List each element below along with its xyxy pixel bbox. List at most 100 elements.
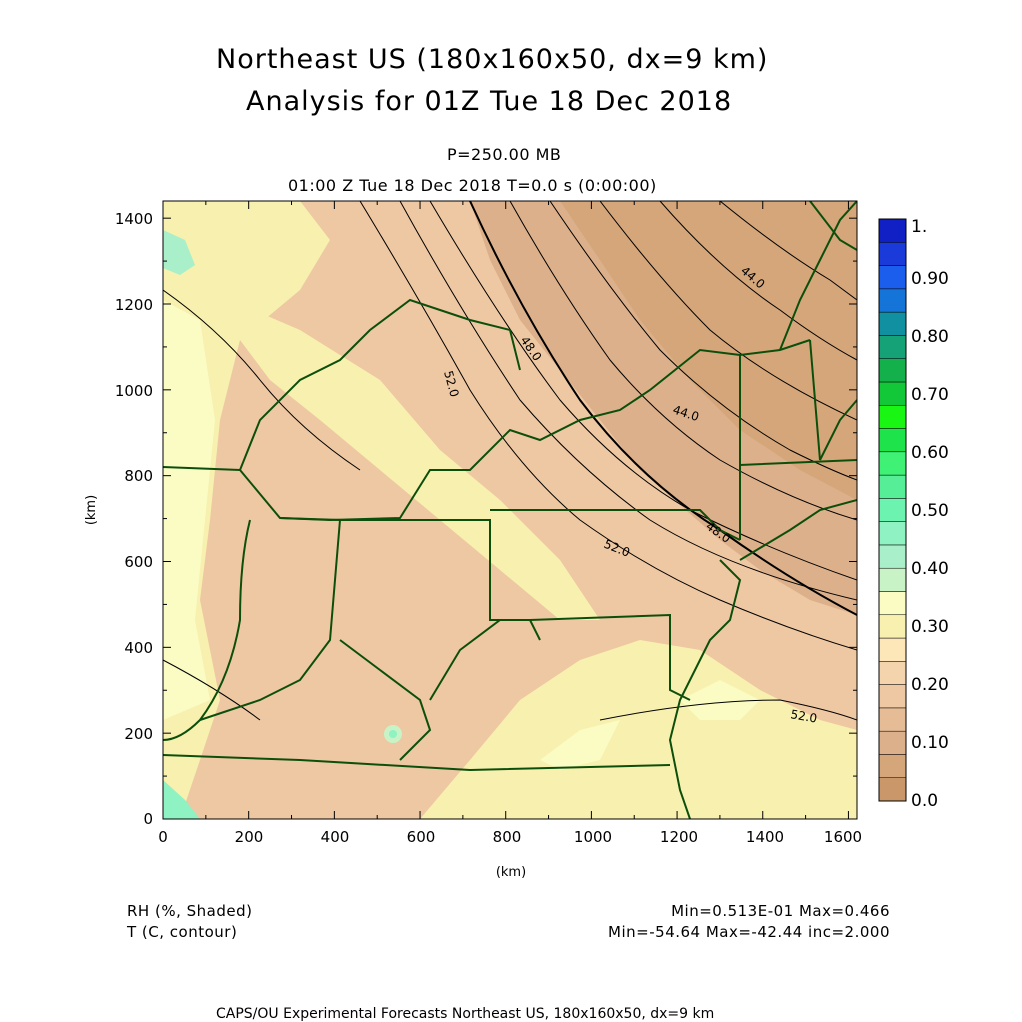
- colorbar-label: 1.: [911, 217, 927, 237]
- t-contour-bold-48: [469, 201, 857, 616]
- colorbar-swatch: [878, 218, 907, 243]
- colorbar-label: 0.0: [911, 791, 938, 811]
- plot-frame: [162, 200, 858, 820]
- plot-title: Northeast US (180x160x50, dx=9 km): [216, 44, 769, 75]
- t-contour-line: [599, 201, 857, 421]
- valid-time-label: 01:00 Z Tue 18 Dec 2018 T=0.0 s (0:00:00…: [288, 176, 657, 195]
- t-contour-line: [163, 659, 261, 721]
- colorbar-label: 0.40: [911, 559, 949, 579]
- colorbar-swatch: [878, 544, 907, 569]
- rh-green-spot-core: [389, 730, 397, 738]
- x-axis-label: (km): [496, 865, 526, 880]
- colorbar-label: 0.70: [911, 385, 949, 405]
- coastline: [809, 201, 857, 251]
- x-tick-label: 1000: [574, 828, 612, 846]
- river-line: [163, 519, 251, 741]
- colorbar-label: 0.10: [911, 733, 949, 753]
- colorbar-frame: [878, 218, 907, 802]
- y-tick-label: 1200: [115, 296, 153, 314]
- credit-footer: CAPS/OU Experimental Forecasts Northeast…: [216, 1006, 715, 1022]
- contour-label: 52.0: [441, 369, 461, 398]
- pressure-level-label: P=250.00 MB: [447, 145, 562, 164]
- rh-moist-patch-2: [680, 680, 760, 720]
- t-contour-line: [599, 699, 857, 721]
- colorbar: [878, 218, 907, 802]
- t-contour-line: [429, 201, 857, 581]
- state-border: [340, 519, 541, 641]
- y-tick-label: 1400: [115, 210, 153, 228]
- x-tick-label: 1200: [660, 828, 698, 846]
- y-tick-label: 1000: [115, 382, 153, 400]
- rh-green-patch-nw: [163, 230, 195, 275]
- coastline: [819, 399, 857, 461]
- state-border: [199, 517, 342, 721]
- colorbar-swatch: [878, 684, 907, 709]
- state-border: [490, 509, 741, 541]
- colorbar-swatch: [878, 567, 907, 592]
- x-tick-label: 400: [321, 828, 350, 846]
- colorbar-swatch: [878, 777, 907, 802]
- y-axis-label: (km): [84, 495, 99, 525]
- colorbar-label: 0.20: [911, 675, 949, 695]
- colorbar-swatch: [878, 498, 907, 522]
- colorbar-swatch: [878, 474, 907, 499]
- x-tick-label: 1600: [824, 828, 862, 846]
- rh-shading: 52.0 48.0 44.0 48.0 44.0 52.0 52.0: [163, 201, 857, 819]
- t-contour-line: [719, 201, 857, 301]
- y-tick-label: 600: [124, 553, 153, 571]
- colorbar-label: 0.50: [911, 501, 949, 521]
- rh-diagonal-band: [230, 300, 600, 620]
- colorbar-label: 0.90: [911, 269, 949, 289]
- rh-legend-label: RH (%, Shaded): [127, 902, 253, 920]
- plot-subtitle: Analysis for 01Z Tue 18 Dec 2018: [246, 86, 733, 117]
- colorbar-label: 0.30: [911, 617, 949, 637]
- x-tick-label: 200: [235, 828, 264, 846]
- colorbar-label: 0.80: [911, 327, 949, 347]
- colorbar-swatch: [878, 754, 907, 778]
- y-tick-label: 400: [124, 639, 153, 657]
- t-contour-line: [509, 201, 857, 521]
- colorbar-swatch: [878, 451, 907, 476]
- geography-outlines: [163, 201, 857, 819]
- state-border: [739, 459, 857, 540]
- colorbar-swatch: [878, 637, 907, 662]
- colorbar-swatch: [878, 591, 907, 616]
- colorbar-swatch: [878, 661, 907, 685]
- coastline: [739, 499, 857, 561]
- colorbar-swatch: [878, 404, 907, 429]
- x-tick-label: 0: [158, 828, 168, 846]
- colorbar-label: 0.60: [911, 443, 949, 463]
- colorbar-swatch: [878, 614, 907, 639]
- axis-ticks: [162, 201, 857, 820]
- state-border: [339, 639, 432, 761]
- x-tick-label: 1400: [746, 828, 784, 846]
- x-tick-label: 600: [407, 828, 436, 846]
- state-border: [429, 619, 530, 701]
- t-range-label: Min=-54.64 Max=-42.44 inc=2.000: [608, 923, 890, 941]
- state-border: [739, 339, 821, 470]
- colorbar-swatch: [878, 335, 907, 359]
- colorbar-swatch: [878, 265, 907, 290]
- state-border: [163, 754, 671, 772]
- t-contour-line: [359, 201, 857, 651]
- rh-green-patch-sw: [163, 780, 200, 819]
- rh-moist-patch: [540, 720, 620, 770]
- great-lakes-shore: [239, 298, 521, 471]
- rh-moist-south: [420, 640, 857, 819]
- colorbar-swatch: [878, 288, 907, 313]
- t-contour-line: [399, 201, 857, 601]
- colorbar-swatch: [878, 358, 907, 383]
- coastline: [668, 559, 742, 819]
- t-legend-label: T (C, contour): [127, 923, 238, 941]
- state-border: [529, 613, 691, 701]
- colorbar-swatch: [878, 242, 907, 266]
- rh-moister-west: [163, 300, 215, 720]
- colorbar-swatch: [878, 381, 907, 406]
- t-contour-line: [659, 201, 857, 361]
- temperature-contours: [163, 201, 857, 721]
- colorbar-swatch: [878, 730, 907, 755]
- border-line: [779, 201, 857, 351]
- y-tick-label: 800: [124, 467, 153, 485]
- colorbar-swatch: [878, 707, 907, 732]
